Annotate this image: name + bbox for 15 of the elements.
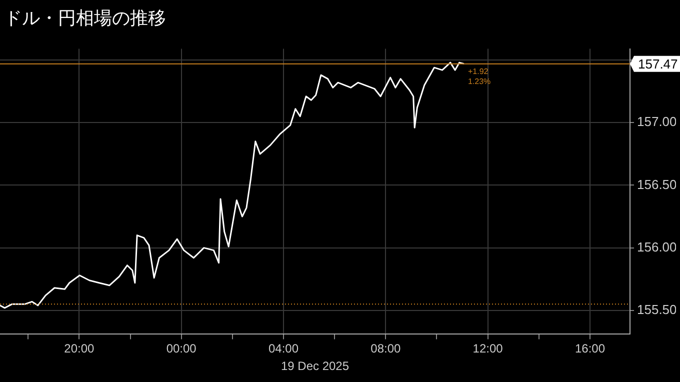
annotation: 1.23% xyxy=(468,77,491,86)
y-tick-label: 156.00 xyxy=(637,239,677,254)
chart-title: ドル・円相場の推移 xyxy=(3,7,167,31)
x-tick-label: 12:00 xyxy=(472,342,504,356)
x-tick-label: 08:00 xyxy=(370,342,401,356)
x-tick-label: 16:00 xyxy=(574,342,606,356)
x-tick-label: 04:00 xyxy=(268,342,299,356)
y-tick-label: 156.50 xyxy=(637,176,677,192)
y-tick-label: 157.00 xyxy=(637,114,677,130)
x-axis-title: 19 Dec 2025 xyxy=(280,359,350,374)
x-tick-label: 00:00 xyxy=(166,342,197,356)
y-tick-label: 155.50 xyxy=(637,302,677,317)
x-tick-label: 20:00 xyxy=(64,342,95,356)
annotation: +1.92 xyxy=(468,67,489,76)
ref-line-label: 157.47 xyxy=(638,56,678,72)
